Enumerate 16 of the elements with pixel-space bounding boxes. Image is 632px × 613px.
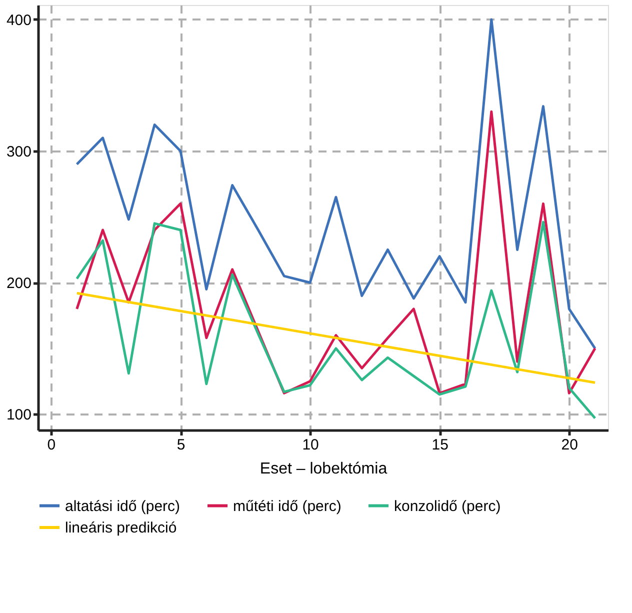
legend-label: altatási idő (perc) bbox=[65, 498, 180, 515]
x-tick-label: 15 bbox=[432, 436, 448, 454]
y-tick-label: 100 bbox=[6, 406, 32, 424]
x-tick-label: 0 bbox=[47, 436, 56, 454]
x-axis-title: Eset – lobektómia bbox=[260, 460, 388, 478]
x-tick-label: 5 bbox=[176, 436, 186, 454]
legend-label: lineáris predikció bbox=[65, 520, 177, 536]
x-tick-label: 20 bbox=[561, 436, 578, 454]
line-series bbox=[76, 220, 596, 420]
y-tick-label: 400 bbox=[6, 12, 32, 29]
legend-label: műtéti idő (perc) bbox=[233, 498, 342, 515]
legend-label: konzolidő (perc) bbox=[394, 498, 501, 515]
y-tick-label: 200 bbox=[6, 275, 32, 292]
y-tick-label: 300 bbox=[6, 144, 32, 161]
x-tick-label: 10 bbox=[302, 436, 319, 454]
line-series bbox=[76, 18, 596, 350]
